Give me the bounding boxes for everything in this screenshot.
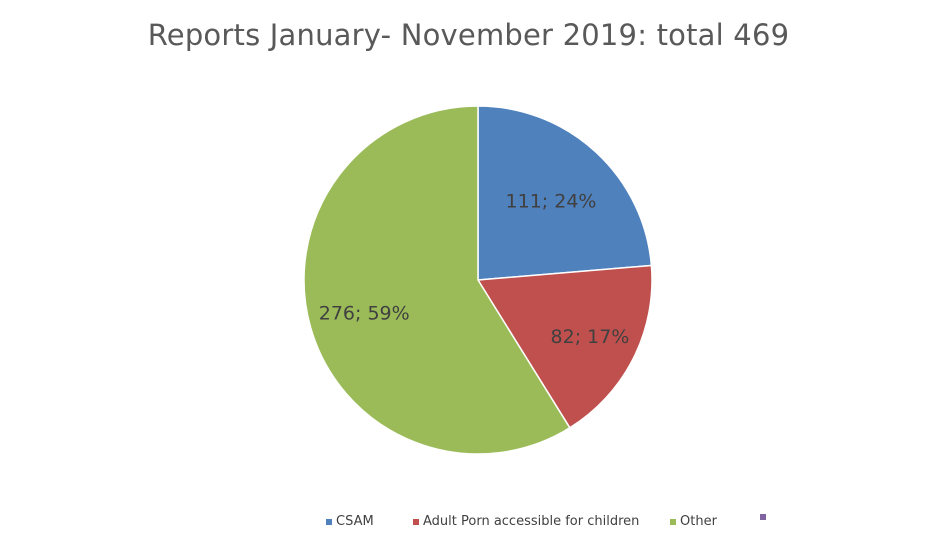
legend-item-unnamed [760, 514, 770, 520]
pie-slice-csam [477, 105, 653, 281]
data-label-adult-porn-accessible-for-children: 82; 17% [551, 326, 630, 348]
data-label-csam: 111; 24% [506, 191, 597, 213]
chart-title: Reports January- November 2019: total 46… [147, 18, 790, 52]
legend-swatch-other [670, 518, 676, 525]
legend-swatch-unnamed [760, 514, 766, 520]
pie-slice-adult-porn-accessible-for-children [476, 264, 653, 429]
pie-slices [303, 105, 653, 455]
legend-label-other: Other [680, 514, 717, 529]
legend-swatch-csam [326, 518, 332, 525]
legend-label-csam: CSAM [336, 514, 374, 529]
legend-label-adult-porn: Adult Porn accessible for children [423, 514, 640, 529]
chart-legend: CSAM Adult Porn accessible for children … [0, 514, 937, 534]
data-label-other: 276; 59% [319, 302, 410, 324]
pie-data-labels: 111; 24% 82; 17% 276; 59% [319, 191, 630, 349]
pie-slice-other [303, 105, 571, 455]
legend-item-other: Other [670, 514, 717, 529]
legend-item-adult-porn: Adult Porn accessible for children [413, 514, 639, 529]
legend-swatch-adult-porn [413, 518, 419, 525]
legend-item-csam: CSAM [326, 514, 374, 529]
